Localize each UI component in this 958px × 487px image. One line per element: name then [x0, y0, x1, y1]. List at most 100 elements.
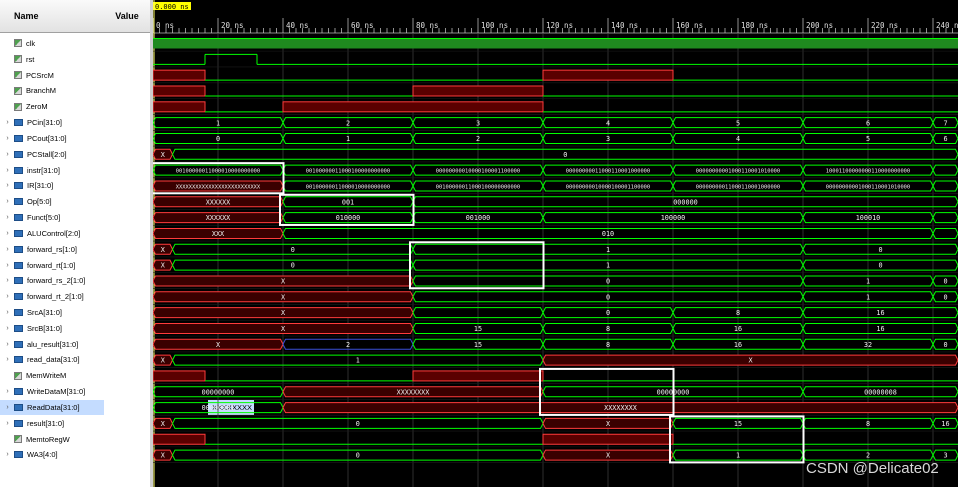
signal-row-14[interactable]: › forward_rt[1:0] [0, 257, 104, 273]
expand-chevron-icon[interactable]: › [6, 198, 9, 206]
waveform-13[interactable]: X 0 1 0 [153, 243, 958, 255]
signal-row-7[interactable]: › PCStall[2:0] [0, 146, 104, 162]
expand-chevron-icon[interactable]: › [6, 119, 9, 127]
panel-splitter[interactable] [150, 0, 153, 487]
expand-chevron-icon[interactable]: › [6, 403, 9, 411]
signal-row-8[interactable]: › instr[31:0] [0, 162, 104, 178]
signal-row-15[interactable]: › forward_rs_2[1:0] [0, 273, 104, 289]
expand-chevron-icon[interactable]: › [6, 293, 9, 301]
expand-chevron-icon[interactable]: › [6, 245, 9, 253]
waveform-23[interactable]: 00000001 XXXXXXXX [153, 402, 958, 414]
signal-row-26[interactable]: › WA3[4:0] [0, 447, 104, 463]
bus-value-label: 5 [866, 135, 870, 143]
signal-row-3[interactable]: BranchM [0, 83, 104, 99]
bus-signal-icon [14, 150, 23, 158]
signal-row-16[interactable]: › forward_rt_2[1:0] [0, 289, 104, 305]
bus-value-label: 0 [563, 151, 567, 159]
bit-signal-icon [14, 371, 22, 380]
waveform-17[interactable]: X 0 8 16 [153, 307, 958, 319]
expand-chevron-icon[interactable]: › [6, 182, 9, 190]
waveform-2[interactable] [153, 69, 958, 81]
signal-row-5[interactable]: › PCin[31:0] [0, 115, 104, 131]
waveform-6[interactable]: 0 1 2 3 4 5 6 [153, 132, 958, 144]
signal-row-12[interactable]: › ALUControl[2:0] [0, 225, 104, 241]
signal-name: Funct[5:0] [27, 213, 61, 223]
waveform-20[interactable]: X 1 X [153, 354, 958, 366]
signal-row-22[interactable]: › WriteDataM[31:0] [0, 384, 104, 400]
bus-signal-icon [14, 293, 23, 301]
waveform-21[interactable] [153, 370, 958, 382]
bit-signal-icon [14, 435, 22, 444]
waveform-canvas[interactable]: 0.000 ns0 ns 20 ns 40 ns 60 ns 80 ns 100 ns 12… [153, 0, 958, 487]
bus-value-label: 0 [943, 278, 947, 286]
waveform-24[interactable]: X 0 X 15 8 16 [153, 417, 958, 429]
waveform-1[interactable] [153, 53, 958, 65]
signal-row-11[interactable]: › Funct[5:0] [0, 210, 104, 226]
waveform-25[interactable] [153, 433, 958, 445]
signal-row-10[interactable]: › Op[5:0] [0, 194, 104, 210]
signal-value: XXXXXXXX [208, 399, 254, 416]
expand-chevron-icon[interactable]: › [6, 277, 9, 285]
signal-row-1[interactable]: rst [0, 51, 104, 67]
signal-row-2[interactable]: PCSrcM [0, 67, 104, 83]
waveform-8[interactable]: 00100000011000010000000000 00100000011000… [153, 164, 958, 176]
expand-chevron-icon[interactable]: › [6, 451, 9, 459]
bus-value-label: 0 [878, 262, 882, 270]
waveform-5[interactable]: 1 2 3 4 5 6 7 [153, 117, 958, 129]
signal-row-17[interactable]: › SrcA[31:0] [0, 305, 104, 321]
waveform-19[interactable]: X 2 15 8 16 32 0 [153, 338, 958, 350]
waveform-9[interactable]: XXXXXXXXXXXXXXXXXXXXXXXXXX 00100000011000… [153, 180, 958, 192]
waveform-18[interactable]: X 15 8 16 16 [153, 322, 958, 334]
bus-value-label: 1 [606, 246, 610, 254]
signal-row-13[interactable]: › forward_rs[1:0] [0, 241, 104, 257]
waveform-16[interactable]: X 0 1 0 [153, 291, 958, 303]
signal-row-18[interactable]: › SrcB[31:0] [0, 320, 104, 336]
name-column-header[interactable]: Name [0, 0, 104, 33]
expand-chevron-icon[interactable]: › [6, 150, 9, 158]
signal-row-9[interactable]: › IR[31:0] [0, 178, 104, 194]
waveform-15[interactable]: X 0 1 0 [153, 275, 958, 287]
signal-row-0[interactable]: clk [0, 36, 104, 52]
waveform-3[interactable] [153, 85, 958, 97]
signal-value: X [212, 418, 218, 428]
waveform-22[interactable]: 00000000 XXXXXXXX 00000000 00000008 [153, 386, 958, 398]
expand-chevron-icon[interactable]: › [6, 261, 9, 269]
bus-value-label: 8 [606, 325, 610, 333]
expand-chevron-icon[interactable]: › [6, 324, 9, 332]
expand-chevron-icon[interactable]: › [6, 309, 9, 316]
signal-row-21[interactable]: MemWriteM [0, 368, 104, 384]
x-state-segment [282, 101, 544, 113]
signal-row-6[interactable]: › PCout[31:0] [0, 130, 104, 146]
waveform-14[interactable]: X 0 1 0 [153, 259, 958, 271]
value-column-header[interactable]: Value [104, 0, 150, 33]
ruler-tick-label: 80 ns [416, 21, 439, 30]
signal-row-19[interactable]: › alu_result[31:0] [0, 336, 104, 352]
signal-row-20[interactable]: › read_data[31:0] [0, 352, 104, 368]
expand-chevron-icon[interactable]: › [6, 356, 9, 364]
waveform-0[interactable] [153, 38, 958, 49]
bus-segment [802, 307, 958, 319]
expand-chevron-icon[interactable]: › [6, 229, 9, 237]
bus-x-segment [282, 402, 958, 414]
waveform-26[interactable]: X 0 X 1 2 3 [153, 449, 958, 461]
expand-chevron-icon[interactable]: › [6, 419, 9, 427]
expand-chevron-icon[interactable]: › [6, 166, 9, 174]
waveform-11[interactable]: XXXXXX 010000 001000 100000 100010 [153, 212, 958, 224]
expand-chevron-icon[interactable]: › [6, 388, 9, 396]
expand-chevron-icon[interactable]: › [6, 214, 9, 222]
signal-row-4[interactable]: ZeroM [0, 99, 104, 115]
waveform-4[interactable] [153, 101, 958, 113]
signal-name: SrcB[31:0] [27, 323, 63, 333]
signal-row-25[interactable]: MemtoRegW [0, 431, 104, 447]
signal-row-23[interactable]: › ReadData[31:0] [0, 399, 104, 416]
time-ruler[interactable] [153, 0, 958, 33]
waveform-12[interactable]: XXX 010 [153, 227, 958, 239]
signal-name: Op[5:0] [27, 197, 52, 207]
bus-signal-icon [14, 324, 23, 332]
signal-row-24[interactable]: › result[31:0] [0, 415, 104, 431]
expand-chevron-icon[interactable]: › [6, 134, 9, 142]
cursor-time-badge [153, 2, 191, 10]
waveform-10[interactable]: XXXXXX 001 000000 [153, 196, 958, 208]
expand-chevron-icon[interactable]: › [6, 340, 9, 348]
